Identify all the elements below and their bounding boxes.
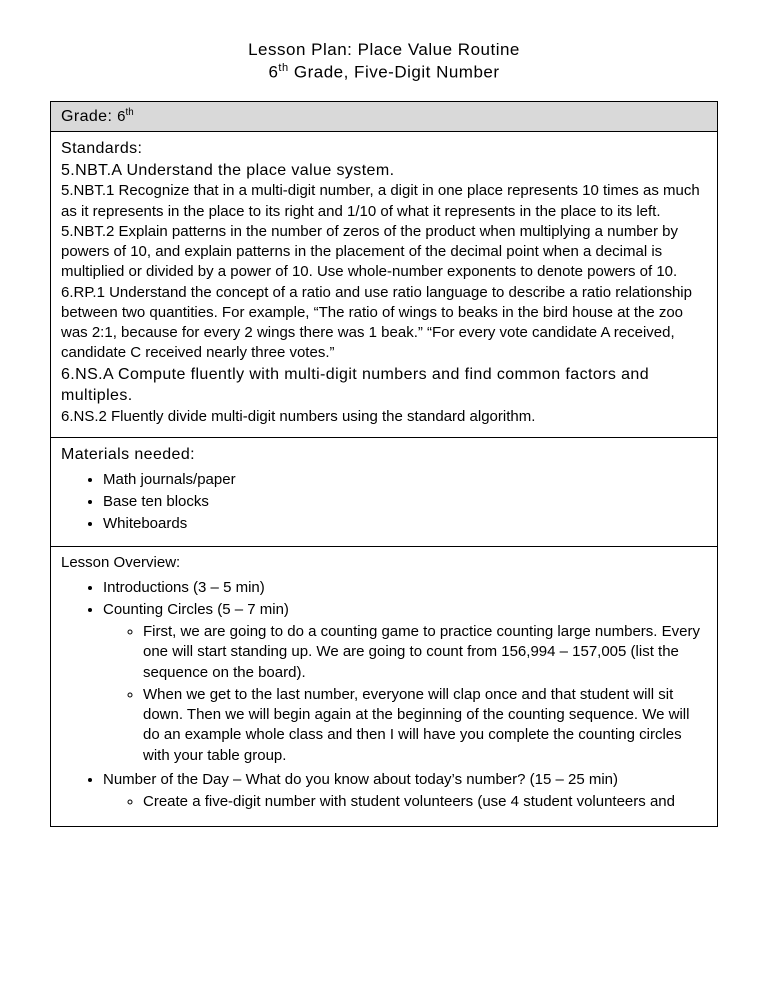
lesson-table: Grade: 6th Standards: 5.NBT.A Understand… <box>50 101 718 828</box>
overview-item-label: Number of the Day – What do you know abo… <box>103 771 618 788</box>
standards-row: Standards: 5.NBT.A Understand the place … <box>51 132 718 438</box>
list-item: First, we are going to do a counting gam… <box>143 622 707 683</box>
doc-title: Lesson Plan: Place Value Routine <box>50 40 718 60</box>
grade-label: Grade: <box>61 108 117 125</box>
doc-subtitle: 6th Grade, Five-Digit Number <box>50 62 718 83</box>
subtitle-grade-num: 6 <box>268 63 278 82</box>
materials-row: Materials needed: Math journals/paper Ba… <box>51 438 718 547</box>
overview-heading: Lesson Overview: <box>61 553 707 573</box>
materials-list: Math journals/paper Base ten blocks Whit… <box>61 470 707 535</box>
list-item: Base ten blocks <box>103 492 707 512</box>
subtitle-rest: Grade, Five-Digit Number <box>289 63 500 82</box>
standard-6rp1: 6.RP.1 Understand the concept of a ratio… <box>61 283 707 364</box>
grade-th: th <box>126 107 134 118</box>
standard-5nbt1: 5.NBT.1 Recognize that in a multi-digit … <box>61 181 707 222</box>
standards-heading: Standards: <box>61 138 707 160</box>
grade-value: 6 <box>117 108 125 125</box>
standard-6nsa-head: 6.NS.A Compute fluently with multi-digit… <box>61 364 707 407</box>
materials-heading: Materials needed: <box>61 444 707 466</box>
overview-row: Lesson Overview: Introductions (3 – 5 mi… <box>51 547 718 827</box>
subtitle-th: th <box>278 62 288 74</box>
overview-list: Introductions (3 – 5 min) Counting Circl… <box>61 578 707 813</box>
list-item: Counting Circles (5 – 7 min) First, we a… <box>103 600 707 766</box>
standard-6ns2: 6.NS.2 Fluently divide multi-digit numbe… <box>61 407 707 427</box>
list-item: Math journals/paper <box>103 470 707 490</box>
list-item: Introductions (3 – 5 min) <box>103 578 707 598</box>
grade-row: Grade: 6th <box>51 101 718 132</box>
overview-sublist: First, we are going to do a counting gam… <box>103 622 707 766</box>
list-item: Create a five-digit number with student … <box>143 792 707 812</box>
overview-sublist: Create a five-digit number with student … <box>103 792 707 812</box>
standard-5nbta-head: 5.NBT.A Understand the place value syste… <box>61 160 707 182</box>
list-item: When we get to the last number, everyone… <box>143 685 707 766</box>
standard-5nbt2: 5.NBT.2 Explain patterns in the number o… <box>61 222 707 283</box>
overview-item-label: Counting Circles (5 – 7 min) <box>103 601 289 618</box>
list-item: Number of the Day – What do you know abo… <box>103 770 707 813</box>
list-item: Whiteboards <box>103 514 707 534</box>
